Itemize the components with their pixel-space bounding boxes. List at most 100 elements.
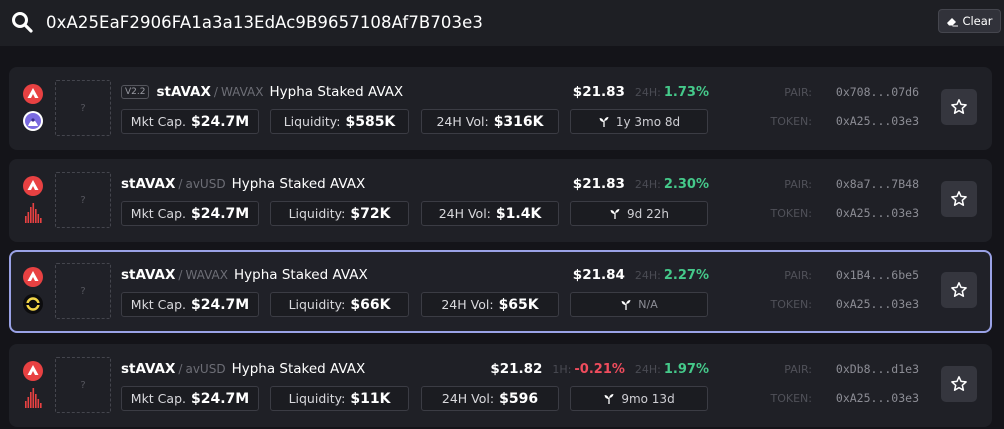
pair-address-label: PAIR: bbox=[784, 86, 812, 99]
token-address-label: TOKEN: bbox=[770, 115, 812, 128]
price-line: $21.84 24H: 2.27% bbox=[573, 265, 709, 285]
market-cap-box: Mkt Cap. $24.7M bbox=[121, 386, 259, 411]
pair-address[interactable]: 0x708...07d6 bbox=[835, 85, 919, 99]
pair-address[interactable]: 0x1B4...6be5 bbox=[835, 268, 919, 282]
pair-separator: / bbox=[213, 85, 218, 99]
bar-chart-dex-icon bbox=[25, 388, 42, 408]
pair-row[interactable]: ? V2.2 stAVAX / WAVAX Hypha Staked AVAX … bbox=[9, 67, 992, 150]
liquidity-label: Liquidity: bbox=[283, 114, 341, 129]
change-1h-label: 1H: bbox=[552, 362, 572, 376]
pair-address[interactable]: 0x8a7...7B48 bbox=[835, 177, 919, 191]
market-cap-value: $24.7M bbox=[190, 205, 250, 222]
token-name: Hypha Staked AVAX bbox=[234, 267, 368, 283]
favorite-button[interactable] bbox=[941, 366, 977, 402]
volume-label: 24H Vol: bbox=[438, 206, 491, 221]
token-name: Hypha Staked AVAX bbox=[231, 176, 366, 192]
clear-button[interactable]: Clear bbox=[938, 9, 1001, 33]
volume-value: $316K bbox=[493, 113, 544, 130]
star-icon bbox=[951, 99, 967, 114]
sprout-icon bbox=[599, 116, 609, 127]
change-24h-label: 24H: bbox=[634, 362, 661, 376]
price-value: $21.83 bbox=[572, 176, 625, 192]
pair-age-box: N/A bbox=[570, 292, 708, 317]
pair-age-value: 9mo 13d bbox=[621, 391, 675, 406]
pair-row[interactable]: ? stAVAX / avUSD Hypha Staked AVAX Mkt C… bbox=[9, 344, 992, 427]
ring-dex-icon bbox=[23, 294, 43, 314]
pair-separator: / bbox=[178, 362, 183, 376]
token-address-label: TOKEN: bbox=[770, 392, 812, 405]
token-image-placeholder: ? bbox=[55, 172, 111, 228]
pair-address-label: PAIR: bbox=[784, 363, 812, 376]
volume-box: 24H Vol: $1.4K bbox=[421, 201, 559, 226]
liquidity-value: $72K bbox=[350, 205, 391, 222]
quote-symbol: WAVAX bbox=[185, 268, 228, 282]
token-address[interactable]: 0xA25...03e3 bbox=[835, 114, 919, 128]
change-24h-value: 2.27% bbox=[663, 267, 709, 283]
market-cap-label: Mkt Cap. bbox=[130, 206, 186, 221]
eraser-icon bbox=[947, 17, 959, 26]
base-symbol: stAVAX bbox=[156, 84, 211, 100]
pair-age-box: 1y 3mo 8d bbox=[570, 109, 708, 134]
quote-symbol: avUSD bbox=[185, 362, 226, 376]
volume-label: 24H Vol: bbox=[441, 391, 495, 406]
change-24h-label: 24H: bbox=[634, 85, 661, 99]
pair-separator: / bbox=[178, 177, 183, 191]
liquidity-box: Liquidity: $66K bbox=[270, 292, 409, 317]
market-cap-label: Mkt Cap. bbox=[130, 114, 186, 129]
pair-row[interactable]: ? stAVAX / avUSD Hypha Staked AVAX Mkt C… bbox=[9, 159, 992, 242]
pair-age-value: 9d 22h bbox=[627, 206, 669, 221]
token-address[interactable]: 0xA25...03e3 bbox=[835, 391, 919, 405]
base-symbol: stAVAX bbox=[121, 361, 176, 377]
change-24h-value: 2.30% bbox=[663, 176, 709, 192]
quote-symbol: avUSD bbox=[185, 177, 226, 191]
price-value: $21.83 bbox=[572, 84, 625, 100]
token-address[interactable]: 0xA25...03e3 bbox=[835, 206, 919, 220]
token-image-placeholder: ? bbox=[55, 80, 111, 136]
liquidity-value: $11K bbox=[350, 390, 391, 407]
pair-age-value: N/A bbox=[638, 298, 658, 311]
liquidity-label: Liquidity: bbox=[288, 206, 346, 221]
pair-row-selected[interactable]: ? stAVAX / WAVAX Hypha Staked AVAX Mkt C… bbox=[9, 250, 992, 333]
volume-value: $596 bbox=[499, 390, 539, 407]
price-line: $21.83 24H: 1.73% bbox=[573, 82, 709, 102]
volume-box: 24H Vol: $316K bbox=[421, 109, 559, 134]
favorite-button[interactable] bbox=[941, 89, 977, 125]
base-symbol: stAVAX bbox=[121, 267, 176, 283]
pair-address[interactable]: 0xDb8...d1e3 bbox=[835, 362, 919, 376]
pangolin-dex-icon bbox=[23, 111, 43, 131]
token-address-label: TOKEN: bbox=[770, 298, 812, 311]
market-cap-box: Mkt Cap. $24.7M bbox=[121, 292, 259, 317]
liquidity-value: $66K bbox=[350, 296, 391, 313]
search-input[interactable] bbox=[46, 9, 906, 35]
pair-separator: / bbox=[178, 268, 183, 282]
market-cap-value: $24.7M bbox=[190, 296, 250, 313]
market-cap-box: Mkt Cap. $24.7M bbox=[121, 201, 259, 226]
favorite-button[interactable] bbox=[941, 181, 977, 217]
pair-address-label: PAIR: bbox=[784, 178, 812, 191]
favorite-button[interactable] bbox=[941, 272, 977, 308]
market-cap-value: $24.7M bbox=[190, 113, 250, 130]
token-address-label: TOKEN: bbox=[770, 207, 812, 220]
price-value: $21.82 bbox=[490, 361, 543, 377]
sprout-icon bbox=[604, 393, 614, 404]
token-image-placeholder: ? bbox=[55, 357, 111, 413]
volume-box: 24H Vol: $65K bbox=[421, 292, 559, 317]
avalanche-icon bbox=[23, 267, 43, 287]
quote-symbol: WAVAX bbox=[220, 85, 264, 99]
token-name: Hypha Staked AVAX bbox=[231, 361, 366, 377]
liquidity-label: Liquidity: bbox=[288, 391, 346, 406]
pair-title: stAVAX / avUSD Hypha Staked AVAX bbox=[121, 359, 365, 379]
pair-address-label: PAIR: bbox=[784, 269, 812, 282]
token-address[interactable]: 0xA25...03e3 bbox=[835, 297, 919, 311]
market-cap-box: Mkt Cap. $24.7M bbox=[121, 109, 259, 134]
price-value: $21.84 bbox=[572, 267, 625, 283]
market-cap-value: $24.7M bbox=[190, 390, 250, 407]
sprout-icon bbox=[621, 299, 631, 310]
market-cap-label: Mkt Cap. bbox=[130, 391, 186, 406]
token-name: Hypha Staked AVAX bbox=[269, 84, 404, 100]
change-24h-label: 24H: bbox=[634, 268, 661, 282]
change-24h-label: 24H: bbox=[634, 177, 661, 191]
avalanche-icon bbox=[23, 176, 43, 196]
change-24h-value: 1.97% bbox=[663, 361, 709, 377]
pair-title: V2.2 stAVAX / WAVAX Hypha Staked AVAX bbox=[121, 82, 403, 102]
